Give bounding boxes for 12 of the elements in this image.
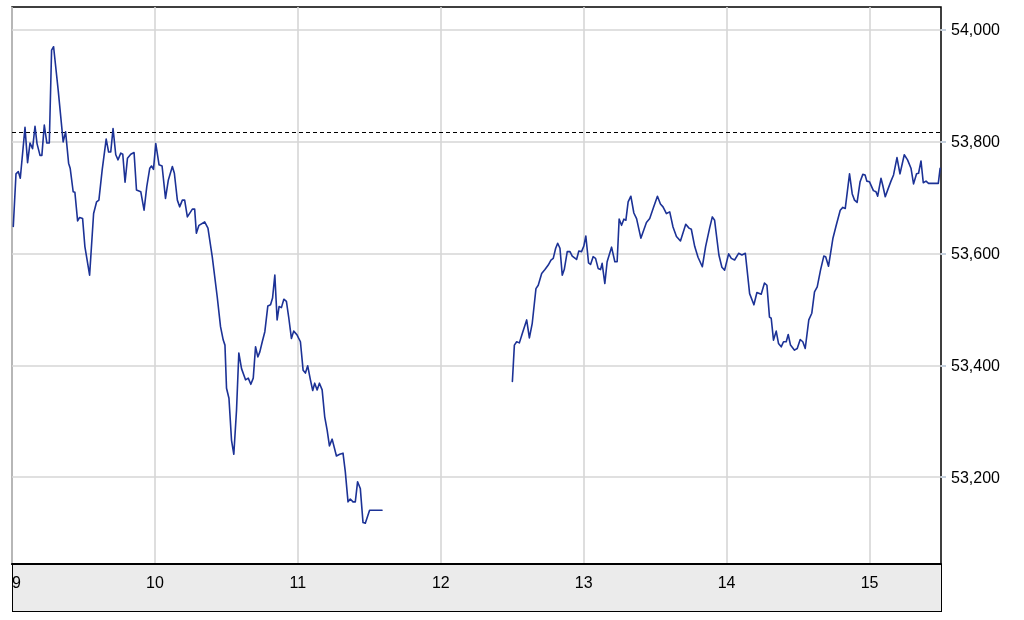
x-tick-label: 10 [146,573,164,591]
x-tick-label: 11 [289,573,307,591]
x-tick-label: 14 [717,573,736,591]
y-tick-label: 54,000 [951,20,1001,38]
x-tick-label: 15 [860,573,879,591]
x-tick-label: 13 [574,573,593,591]
x-tick-label: 12 [431,573,450,591]
y-tick-label: 53,800 [951,132,1001,150]
y-tick-label: 53,400 [951,356,1001,374]
y-tick-label: 53,200 [951,468,1001,486]
y-tick-label: 53,600 [951,244,1001,262]
x-tick-label: 9 [12,573,21,591]
